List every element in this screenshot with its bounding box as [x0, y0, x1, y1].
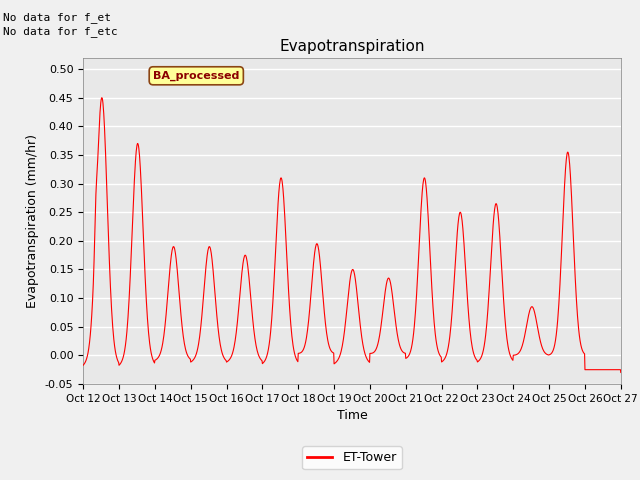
Y-axis label: Evapotranspiration (mm/hr): Evapotranspiration (mm/hr) [26, 134, 39, 308]
Text: No data for f_etc: No data for f_etc [3, 26, 118, 37]
Title: Evapotranspiration: Evapotranspiration [279, 39, 425, 54]
Legend: ET-Tower: ET-Tower [302, 446, 402, 469]
Text: BA_processed: BA_processed [153, 71, 239, 81]
X-axis label: Time: Time [337, 409, 367, 422]
Text: No data for f_et: No data for f_et [3, 12, 111, 23]
